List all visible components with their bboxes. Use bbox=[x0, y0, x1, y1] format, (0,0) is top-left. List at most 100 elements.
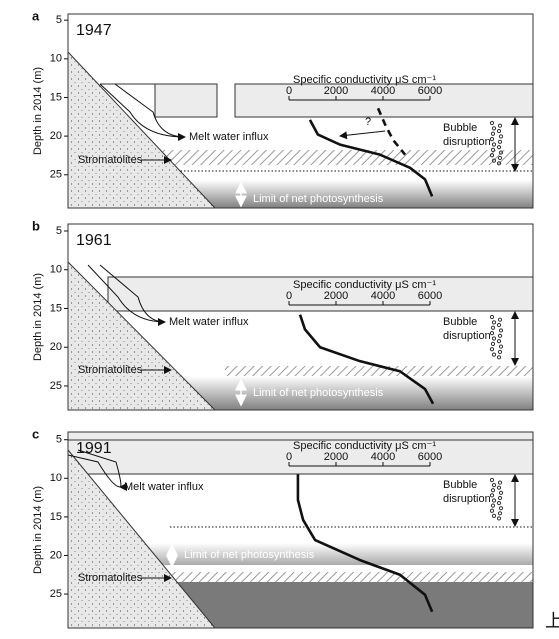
bubble bbox=[497, 349, 503, 355]
annotation: Limit of net photosynthesis bbox=[253, 193, 384, 205]
bubble bbox=[489, 314, 495, 320]
annotation: disruption bbox=[443, 136, 491, 148]
annotation: Melt water influx bbox=[189, 131, 269, 143]
watermark: 上海 bbox=[545, 611, 559, 631]
bubble bbox=[489, 120, 495, 126]
y-tick-label: 25 bbox=[50, 588, 62, 600]
x-tick-label: 6000 bbox=[418, 85, 442, 97]
melt-line bbox=[114, 83, 186, 141]
ground bbox=[67, 448, 217, 629]
annotation: disruption bbox=[443, 330, 491, 342]
bubble bbox=[489, 331, 495, 336]
x-tick-label: 0 bbox=[286, 290, 292, 302]
bubble bbox=[491, 158, 497, 163]
conductivity-line bbox=[298, 314, 435, 405]
bubble bbox=[489, 347, 495, 352]
annotation: Stromatolites bbox=[78, 154, 143, 166]
ice bbox=[154, 83, 218, 118]
bubble bbox=[491, 126, 497, 131]
bubble bbox=[498, 344, 504, 349]
ice bbox=[67, 431, 534, 441]
bubble bbox=[496, 161, 502, 166]
y-axis-title: Depth in 2014 (m) bbox=[32, 67, 44, 155]
y-axis-title: Depth in 2014 (m) bbox=[32, 486, 44, 574]
bubble bbox=[498, 134, 504, 139]
x-axis-title: Specific conductivity μS cm⁻¹ bbox=[293, 440, 436, 452]
panel: Melt water influx Stromatolites Limit of n… bbox=[32, 426, 534, 629]
arrow bbox=[339, 130, 386, 140]
bubble bbox=[496, 145, 502, 150]
y-tick-label: 10 bbox=[50, 472, 62, 484]
bubble bbox=[490, 341, 496, 346]
x-axis-title: Specific conductivity μS cm⁻¹ bbox=[293, 279, 436, 291]
bubble bbox=[491, 498, 497, 503]
frame bbox=[67, 431, 534, 629]
annotation: Stromatolites bbox=[78, 364, 143, 376]
y-tick-label: 20 bbox=[50, 549, 62, 561]
x-axis-title: Specific conductivity μS cm⁻¹ bbox=[293, 74, 436, 86]
melt-line bbox=[99, 83, 186, 138]
sediment-hatch bbox=[160, 150, 533, 165]
y-tick-label: 15 bbox=[50, 511, 62, 523]
bubble bbox=[491, 483, 497, 488]
bubble bbox=[498, 506, 504, 511]
frame bbox=[67, 223, 534, 411]
x-tick-label: 0 bbox=[286, 451, 292, 463]
annotation: Limit of net photosynthesis bbox=[253, 387, 384, 399]
bubble bbox=[491, 142, 497, 147]
panel-title: 1991 bbox=[76, 440, 112, 457]
sediment-hatch bbox=[170, 572, 533, 582]
annotation: Melt water influx bbox=[169, 316, 249, 328]
x-tick-label: 6000 bbox=[418, 290, 442, 302]
bubble bbox=[496, 322, 502, 328]
bubble bbox=[497, 123, 503, 128]
bubble bbox=[489, 508, 495, 513]
frame bbox=[67, 13, 534, 209]
y-tick-label: 20 bbox=[50, 341, 62, 353]
panel-title: 1947 bbox=[76, 22, 112, 39]
bubble bbox=[491, 352, 497, 357]
bubble bbox=[498, 150, 504, 155]
shading bbox=[68, 543, 533, 565]
annotation: Limit of net photosynthesis bbox=[184, 549, 315, 561]
panel-label: b bbox=[32, 218, 40, 233]
bubble bbox=[489, 477, 495, 483]
melt-line bbox=[99, 264, 166, 326]
annotation: disruption bbox=[443, 493, 491, 505]
conductivity-line bbox=[296, 474, 434, 613]
x-tick-label: 2000 bbox=[324, 290, 348, 302]
y-tick-label: 25 bbox=[50, 380, 62, 392]
x-tick-label: 6000 bbox=[418, 451, 442, 463]
x-tick-label: 0 bbox=[286, 85, 292, 97]
panel-label: a bbox=[32, 8, 40, 23]
bubble bbox=[489, 153, 495, 158]
bubble bbox=[497, 333, 503, 338]
annotation: Melt water influx bbox=[124, 481, 204, 493]
bubble bbox=[490, 488, 496, 493]
annotation: Bubble bbox=[443, 479, 477, 491]
bubble bbox=[497, 155, 503, 161]
y-tick-label: 15 bbox=[50, 302, 62, 314]
panel: Melt water influx Stromatolites Limit of n… bbox=[32, 218, 534, 411]
annotation: Bubble bbox=[443, 122, 477, 134]
panel: Melt water influx Stromatolites Limit of n… bbox=[32, 8, 534, 209]
bubble bbox=[496, 500, 502, 506]
bubble bbox=[496, 128, 502, 134]
bubble bbox=[498, 328, 504, 333]
bubble bbox=[491, 320, 497, 325]
ice bbox=[67, 439, 534, 475]
bubble bbox=[497, 317, 503, 322]
bubble bbox=[490, 131, 496, 136]
bubble bbox=[490, 503, 496, 508]
bubble bbox=[497, 511, 503, 516]
y-tick-label: 5 bbox=[56, 14, 62, 26]
conductivity-line bbox=[308, 119, 434, 197]
annotation: Stromatolites bbox=[78, 572, 143, 584]
x-tick-label: 4000 bbox=[371, 451, 395, 463]
bubble bbox=[489, 137, 495, 142]
melt-line bbox=[77, 449, 128, 491]
y-tick-label: 10 bbox=[50, 264, 62, 276]
y-tick-label: 10 bbox=[50, 53, 62, 65]
panel-title: 1961 bbox=[76, 232, 112, 249]
